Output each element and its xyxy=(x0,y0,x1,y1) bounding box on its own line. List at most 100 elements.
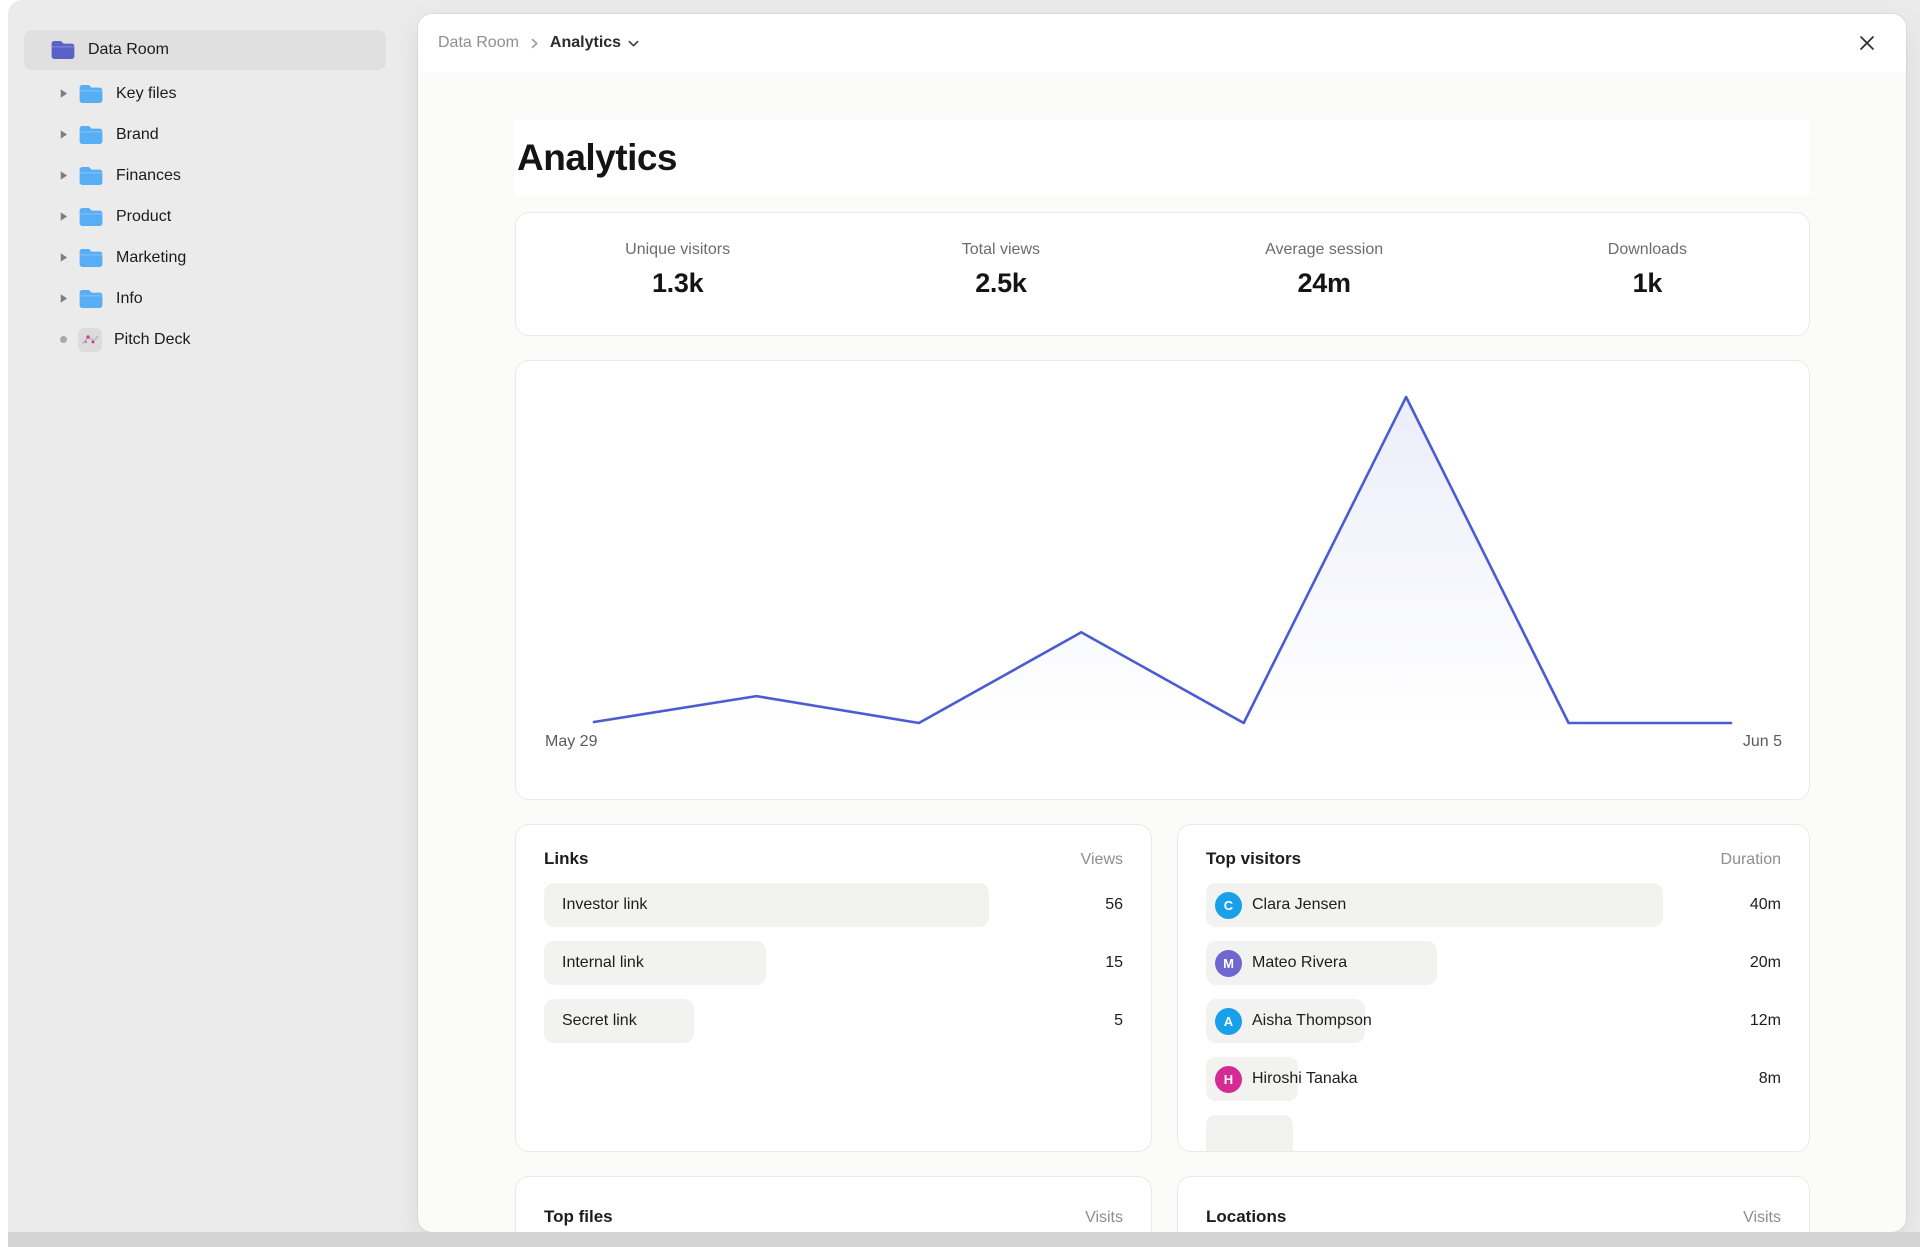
disclosure-triangle-icon[interactable] xyxy=(50,129,76,140)
link-row-internal[interactable]: Internal link 15 xyxy=(544,941,1123,985)
folder-icon xyxy=(76,82,106,106)
stat-label: Unique visitors xyxy=(625,241,731,258)
visitor-name: Hiroshi Tanaka xyxy=(1252,1070,1358,1087)
visitor-row-clara-jensen[interactable]: C Clara Jensen 40m xyxy=(1206,883,1781,927)
sidebar: Data Room Key files Brand Finances xyxy=(8,0,418,1232)
chart-x-axis: May 29 Jun 5 xyxy=(516,733,1809,751)
sidebar-item-label: Key files xyxy=(116,84,177,102)
link-label: Investor link xyxy=(562,896,648,913)
visits-chart-card: May 29 Jun 5 xyxy=(515,360,1810,800)
link-row-investor[interactable]: Investor link 56 xyxy=(544,883,1123,927)
stat-value: 2.5k xyxy=(975,268,1027,298)
sidebar-item-label: Info xyxy=(116,289,143,307)
views-column-header: Views xyxy=(1080,851,1123,868)
x-axis-start-label: May 29 xyxy=(545,733,598,750)
visitor-bar xyxy=(1206,1115,1294,1151)
analytics-panel: Data Room Analytics Analytics Uniq xyxy=(418,14,1906,1232)
stat-downloads: Downloads 1k xyxy=(1486,213,1809,335)
disclosure-triangle-icon[interactable] xyxy=(50,88,76,99)
cards-row: Links Views Investor link 56 Intern xyxy=(515,824,1810,1152)
sidebar-item-finances[interactable]: Finances xyxy=(8,155,418,196)
sidebar-item-brand[interactable]: Brand xyxy=(8,114,418,155)
avatar: A xyxy=(1215,1007,1242,1035)
duration-column-header: Duration xyxy=(1720,851,1781,868)
visitor-row-aisha-thompson[interactable]: A Aisha Thompson 12m xyxy=(1206,999,1781,1043)
sidebar-item-key-files[interactable]: Key files xyxy=(8,73,418,114)
breadcrumb-analytics[interactable]: Analytics xyxy=(550,34,640,52)
link-views: 5 xyxy=(1114,1012,1123,1029)
link-bar xyxy=(544,883,989,927)
stat-label: Average session xyxy=(1265,241,1384,258)
disclosure-triangle-icon[interactable] xyxy=(50,252,76,263)
visitor-row-mateo-rivera[interactable]: M Mateo Rivera 20m xyxy=(1206,941,1781,985)
sidebar-item-product[interactable]: Product xyxy=(8,196,418,237)
sidebar-item-label: Data Room xyxy=(88,41,169,58)
panel-header: Data Room Analytics xyxy=(418,14,1906,72)
sidebar-item-pitch-deck[interactable]: Pitch Deck xyxy=(8,319,418,360)
line-chart xyxy=(592,395,1733,725)
visitor-name: Aisha Thompson xyxy=(1252,1012,1372,1029)
page-title: Analytics xyxy=(517,137,678,178)
disclosure-triangle-icon[interactable] xyxy=(50,293,76,304)
bottom-strip xyxy=(8,1232,1920,1247)
visitor-name: Mateo Rivera xyxy=(1252,954,1348,971)
card-title: Links xyxy=(544,849,589,868)
breadcrumb-data-room[interactable]: Data Room xyxy=(438,34,519,51)
sidebar-item-data-room[interactable]: Data Room xyxy=(24,30,386,70)
visitor-row-hiroshi-tanaka[interactable]: H Hiroshi Tanaka 8m xyxy=(1206,1057,1781,1101)
breadcrumb: Data Room Analytics xyxy=(438,34,640,52)
visitor-duration: 20m xyxy=(1749,954,1781,971)
visits-column-header: Visits xyxy=(1743,1209,1781,1226)
sidebar-item-label: Brand xyxy=(116,125,159,143)
link-bar xyxy=(544,941,767,985)
chevron-down-icon xyxy=(628,40,639,46)
close-button[interactable] xyxy=(1850,26,1884,60)
sidebar-item-label: Marketing xyxy=(116,248,187,266)
sidebar-item-marketing[interactable]: Marketing xyxy=(8,237,418,278)
visitor-duration: 40m xyxy=(1749,896,1781,913)
folder-icon xyxy=(76,287,106,311)
sidebar-item-info[interactable]: Info xyxy=(8,278,418,319)
sidebar-item-label: Pitch Deck xyxy=(114,330,191,348)
locations-card: Locations Visits xyxy=(1177,1176,1810,1232)
link-views: 15 xyxy=(1105,954,1123,971)
disclosure-triangle-icon[interactable] xyxy=(50,170,76,181)
chevron-right-icon xyxy=(529,38,540,49)
stat-unique-visitors: Unique visitors 1.3k xyxy=(516,213,839,335)
link-label: Secret link xyxy=(562,1012,637,1029)
folder-icon xyxy=(48,38,78,62)
visitor-duration: 12m xyxy=(1749,1012,1781,1029)
card-title: Locations xyxy=(1206,1207,1287,1226)
stat-label: Downloads xyxy=(1607,241,1687,258)
title-band: Analytics xyxy=(515,120,1810,196)
pitch-deck-thumbnail-icon xyxy=(76,327,104,353)
visitor-row-partial[interactable] xyxy=(1206,1115,1781,1151)
visits-column-header: Visits xyxy=(1085,1209,1123,1226)
folder-icon xyxy=(76,123,106,147)
top-files-card: Top files Visits xyxy=(515,1176,1152,1232)
link-row-secret[interactable]: Secret link 5 xyxy=(544,999,1123,1043)
analytics-content: Analytics Unique visitors 1.3k Total vie… xyxy=(515,120,1810,1232)
card-title: Top visitors xyxy=(1206,849,1302,868)
link-bar xyxy=(544,999,694,1043)
bottom-cards-row: Top files Visits Locations Visits xyxy=(515,1176,1810,1232)
visitor-duration: 8m xyxy=(1758,1070,1781,1087)
visitor-name: Clara Jensen xyxy=(1252,896,1347,913)
card-title: Top files xyxy=(544,1207,613,1226)
sidebar-item-label: Product xyxy=(116,207,172,225)
link-views: 56 xyxy=(1105,896,1123,913)
stat-value: 1.3k xyxy=(651,268,704,298)
avatar: M xyxy=(1215,949,1242,977)
stat-label: Total views xyxy=(961,241,1040,258)
folder-icon xyxy=(76,205,106,229)
close-icon xyxy=(1860,36,1874,50)
avatar: H xyxy=(1215,1065,1242,1093)
folder-icon xyxy=(76,164,106,188)
folder-icon xyxy=(76,246,106,270)
avatar: C xyxy=(1215,891,1242,919)
disclosure-triangle-icon[interactable] xyxy=(50,211,76,222)
stat-average-session: Average session 24m xyxy=(1163,213,1486,335)
top-visitors-card: Top visitors Duration C Clara Jensen 40m xyxy=(1177,824,1810,1152)
stat-total-views: Total views 2.5k xyxy=(839,213,1162,335)
link-label: Internal link xyxy=(562,954,644,971)
